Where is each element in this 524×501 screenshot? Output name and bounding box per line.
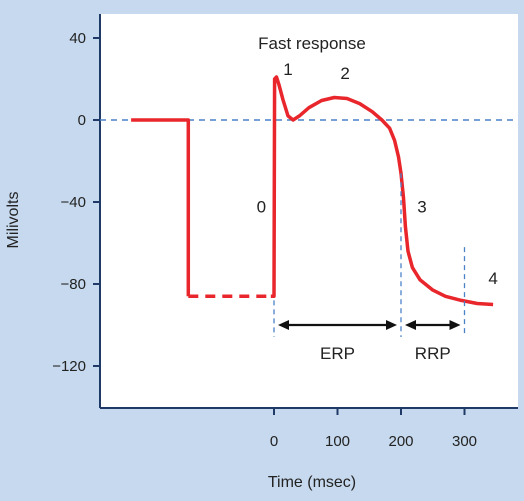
period-arrow-head-right	[386, 320, 397, 330]
period-arrow-head-right	[449, 320, 461, 330]
series-line-3	[270, 75, 494, 307]
phase-annotations: 1 2 0 3 4	[257, 60, 498, 288]
y-axis-ticks: 40 0 −40 −80 −120	[52, 30, 100, 375]
period-label: RRP	[415, 344, 451, 363]
period-arrow-head-left	[278, 320, 289, 330]
phase-label: 1	[283, 60, 292, 79]
phase-label: 2	[340, 64, 349, 83]
refractory-periods: ERP RRP	[273, 173, 466, 363]
chart-title: Fast response	[258, 34, 366, 53]
phase-label: 3	[417, 197, 426, 216]
phase-label: 0	[257, 197, 266, 216]
period-arrow-head-left	[405, 320, 416, 330]
series-group	[131, 75, 494, 307]
y-tick-label: −40	[61, 194, 86, 211]
y-tick-label: −80	[61, 276, 86, 293]
y-tick-label: 0	[78, 112, 86, 129]
x-tick-label: 100	[325, 433, 350, 450]
period-label: ERP	[320, 344, 355, 363]
x-axis-title: Time (msec)	[268, 474, 356, 491]
plot-area	[100, 14, 518, 408]
y-tick-label: −120	[52, 358, 86, 375]
x-tick-label: 200	[388, 433, 413, 450]
series-line-1	[131, 118, 191, 297]
y-tick-label: 40	[69, 30, 86, 47]
y-axis-title: Milivolts	[5, 192, 22, 249]
x-tick-label: 0	[270, 433, 278, 450]
x-tick-label: 300	[452, 433, 477, 450]
x-axis-ticks: 0 100 200 300	[270, 408, 477, 450]
phase-label: 4	[488, 269, 497, 288]
